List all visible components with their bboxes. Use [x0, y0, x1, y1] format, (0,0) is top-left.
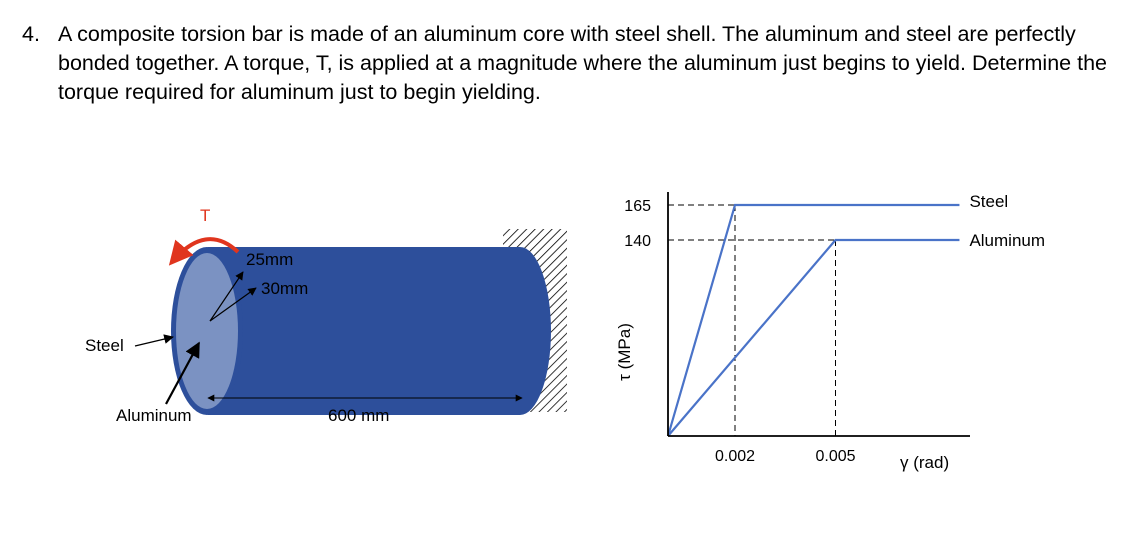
chart-series-labels: Steel Aluminum: [969, 192, 1045, 250]
y-axis-label: τ (MPa): [615, 323, 634, 381]
torsion-bar-figure: T 25mm 30mm Steel Aluminum 600 mm: [85, 206, 567, 425]
y-tick-label: 140: [624, 233, 651, 250]
x-tick-label: 0.002: [715, 448, 755, 465]
aluminum-label: Aluminum: [116, 406, 192, 425]
aluminum-leader: [165, 341, 200, 405]
outer-radius-label: 30mm: [261, 279, 308, 298]
series-line-aluminum: [667, 238, 960, 437]
steel-label: Steel: [85, 336, 124, 355]
problem-number: 4.: [22, 22, 40, 46]
series-label-aluminum: Aluminum: [969, 231, 1045, 250]
length-label: 600 mm: [328, 406, 389, 425]
torque-arrow: [168, 237, 240, 266]
problem-text: A composite torsion bar is made of an al…: [58, 22, 1107, 104]
series-line-steel: [666, 203, 960, 437]
stress-strain-chart: 140 165 0.002 0.005 Steel Aluminum τ (MPa) γ…: [615, 192, 1045, 472]
bar-body: [208, 247, 551, 415]
x-tick-label: 0.005: [815, 448, 855, 465]
inner-radius-line: [209, 271, 244, 322]
inner-radius-label: 25mm: [246, 250, 293, 269]
series-label-steel: Steel: [969, 192, 1008, 211]
y-tick-label: 165: [624, 198, 651, 215]
x-axis-label: γ (rad): [900, 453, 949, 472]
chart-series: [666, 203, 960, 437]
aluminum-core-face: [176, 253, 238, 409]
chart-ticks: 140 165 0.002 0.005: [624, 198, 855, 465]
steel-leader: [134, 334, 174, 347]
problem-statement: 4. A composite torsion bar is made of an…: [22, 20, 1112, 107]
chart-guides: [668, 204, 836, 436]
torque-label: T: [200, 206, 210, 225]
outer-radius-line: [209, 287, 257, 322]
